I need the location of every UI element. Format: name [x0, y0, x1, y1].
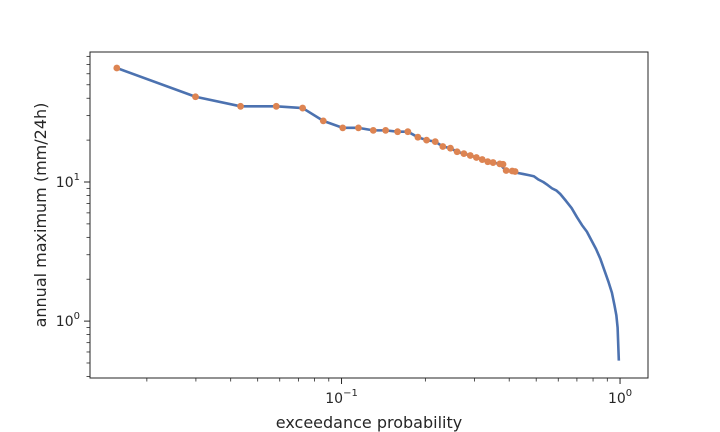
data-point [502, 167, 510, 174]
data-point [192, 93, 199, 101]
y-tick-label: 100 [56, 311, 80, 330]
data-point [369, 126, 377, 134]
data-point [431, 138, 439, 146]
data-point [237, 102, 244, 110]
plot-area [89, 51, 649, 379]
x-tick-label: 100 [608, 388, 632, 407]
data-point [499, 160, 507, 168]
series-line [116, 66, 621, 361]
data-point [447, 144, 454, 152]
data-point [382, 126, 390, 134]
x-tick-label: 10−1 [325, 388, 358, 407]
x-axis-label: exceedance probability [276, 413, 462, 432]
data-point [355, 124, 362, 132]
data-point [453, 148, 461, 156]
data-point [414, 133, 422, 141]
data-point [478, 156, 486, 163]
data-point [404, 128, 412, 136]
data-point [439, 143, 447, 150]
data-point [299, 104, 307, 112]
data-point [473, 154, 480, 161]
x-axis-ticks: 10−1 100 [146, 378, 632, 407]
y-axis-label: annual maximum (mm/24h) [31, 103, 50, 328]
data-point [394, 128, 402, 136]
points-layer [113, 64, 519, 175]
data-point [319, 117, 327, 125]
data-point [484, 158, 492, 166]
data-point [466, 152, 474, 159]
plot-frame [89, 51, 649, 379]
data-point [272, 102, 280, 110]
curve-layer [116, 66, 621, 361]
data-point [489, 159, 497, 166]
data-point [339, 124, 347, 132]
data-point [423, 136, 430, 144]
y-tick-label: 101 [56, 172, 80, 191]
data-point [511, 168, 519, 175]
data-point [460, 150, 468, 158]
y-axis-ticks: 100 101 [56, 55, 90, 377]
data-point [113, 64, 121, 72]
